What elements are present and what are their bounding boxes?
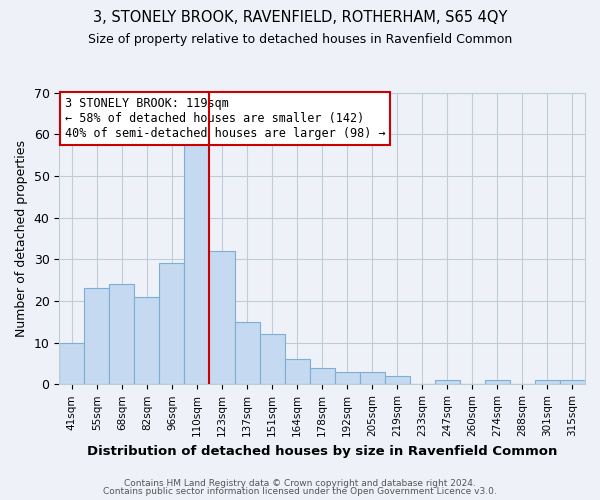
Bar [260,334,284,384]
Bar [485,380,510,384]
Text: 3 STONELY BROOK: 119sqm
← 58% of detached houses are smaller (142)
40% of semi-d: 3 STONELY BROOK: 119sqm ← 58% of detache… [65,97,385,140]
Bar [235,322,260,384]
Bar [560,380,585,384]
X-axis label: Distribution of detached houses by size in Ravenfield Common: Distribution of detached houses by size … [87,444,557,458]
Bar [435,380,460,384]
Bar [85,288,109,384]
Text: Size of property relative to detached houses in Ravenfield Common: Size of property relative to detached ho… [88,32,512,46]
Text: Contains public sector information licensed under the Open Government Licence v3: Contains public sector information licen… [103,487,497,496]
Bar [59,342,85,384]
Bar [359,372,385,384]
Text: 3, STONELY BROOK, RAVENFIELD, ROTHERHAM, S65 4QY: 3, STONELY BROOK, RAVENFIELD, ROTHERHAM,… [93,10,507,25]
Text: Contains HM Land Registry data © Crown copyright and database right 2024.: Contains HM Land Registry data © Crown c… [124,478,476,488]
Bar [160,264,184,384]
Bar [109,284,134,384]
Bar [310,368,335,384]
Bar [209,251,235,384]
Bar [535,380,560,384]
Bar [134,297,160,384]
Bar [335,372,359,384]
Bar [385,376,410,384]
Bar [184,142,209,384]
Bar [284,360,310,384]
Y-axis label: Number of detached properties: Number of detached properties [15,140,28,337]
